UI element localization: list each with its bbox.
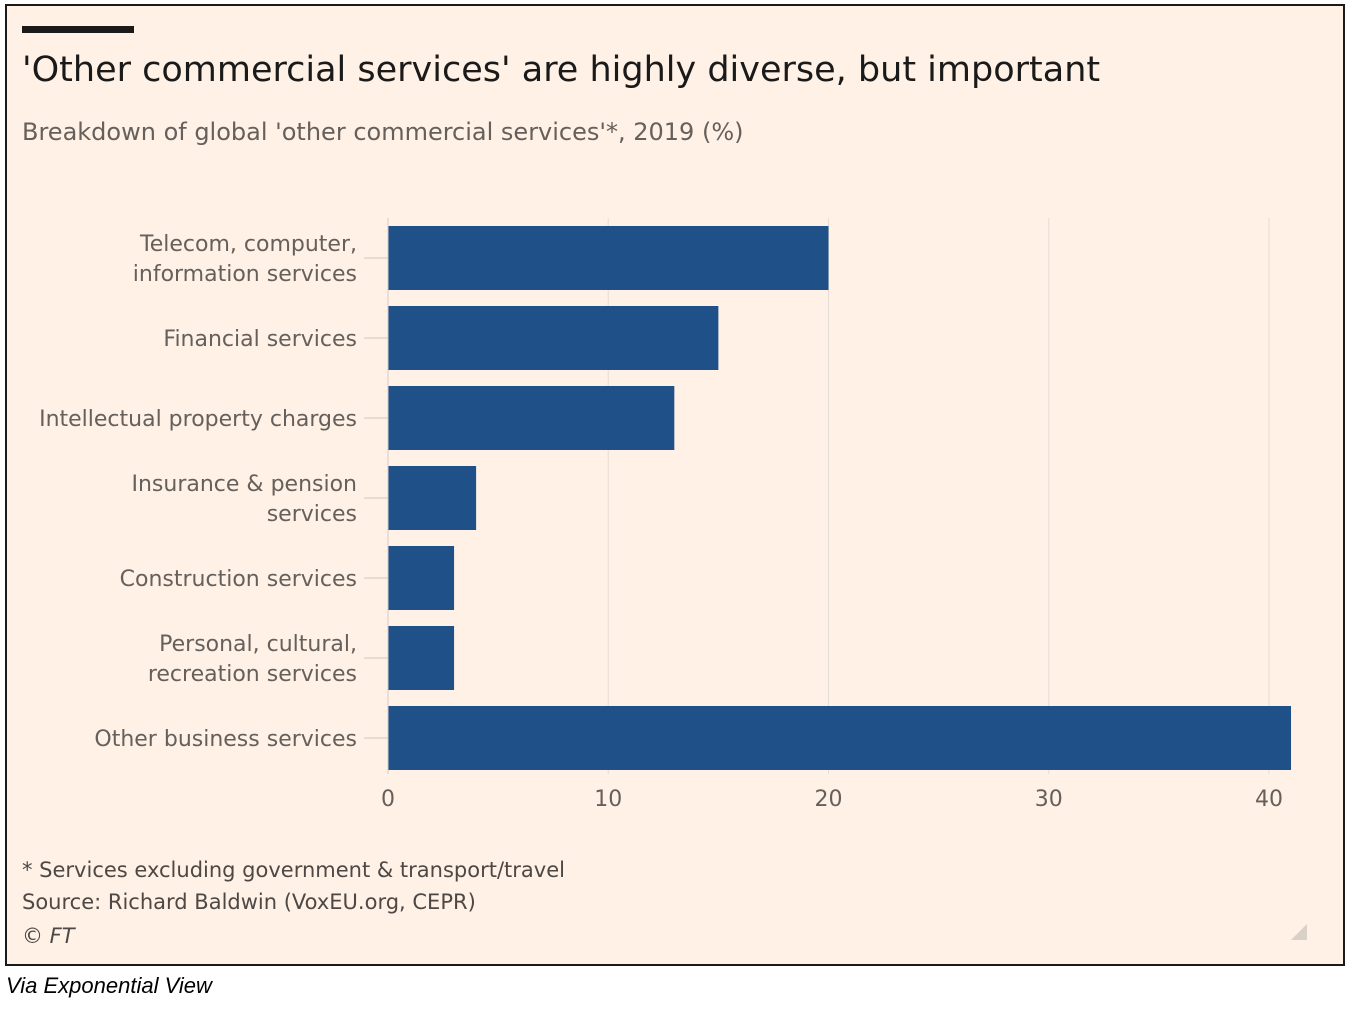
chart-title: 'Other commercial services' are highly d…: [22, 50, 1101, 90]
bar: [388, 466, 477, 530]
x-tick-label: 10: [594, 787, 622, 812]
bar: [388, 386, 675, 450]
bar: [388, 626, 455, 690]
chart-card: 'Other commercial services' are highly d…: [5, 4, 1345, 966]
x-tick-label: 40: [1255, 787, 1283, 812]
bar: [388, 546, 455, 610]
category-label: Insurance & pension: [132, 472, 358, 497]
category-label: Telecom, computer,: [139, 232, 357, 257]
category-label: Other business services: [94, 727, 357, 752]
bar-chart: 0 10 20 30 40 Telecom, computer, information s…: [39, 218, 1292, 812]
bar: [388, 706, 1292, 770]
via-caption: Via Exponential View: [6, 973, 212, 998]
source-note: Source: Richard Baldwin (VoxEU.org, CEPR…: [22, 890, 476, 914]
bar: [388, 306, 719, 370]
category-label: Construction services: [120, 567, 357, 592]
category-label: recreation services: [148, 662, 357, 687]
category-label: Personal, cultural,: [159, 632, 357, 657]
chart-subtitle: Breakdown of global 'other commercial se…: [22, 118, 744, 146]
ft-top-bar: [22, 26, 134, 33]
footnote: * Services excluding government & transp…: [22, 858, 565, 882]
x-tick-label: 30: [1035, 787, 1063, 812]
resize-handle-icon: [1291, 924, 1307, 940]
category-label: services: [267, 502, 357, 527]
x-tick-label: 0: [381, 787, 395, 812]
category-label: Intellectual property charges: [39, 407, 357, 432]
ft-credit: © FT: [22, 924, 75, 948]
bar: [388, 226, 829, 290]
category-label: Financial services: [163, 327, 357, 352]
category-label: information services: [133, 262, 357, 287]
x-tick-label: 20: [815, 787, 843, 812]
